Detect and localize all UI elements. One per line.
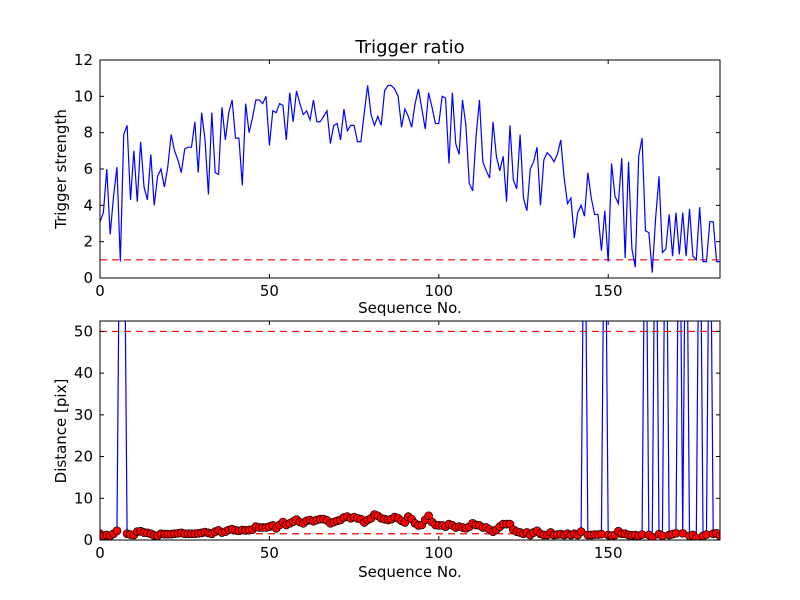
y-tick-label: 10 (74, 87, 93, 105)
chart-title: Trigger ratio (354, 37, 464, 58)
plot-clip-group (100, 84, 720, 273)
plot-clip-group (100, 321, 720, 540)
y-tick-label: 30 (74, 406, 93, 424)
trigger-strength-line (100, 84, 720, 273)
x-tick-label: 150 (594, 544, 623, 562)
y-tick-label: 20 (74, 448, 93, 466)
bottom-x-axis-label: Sequence No. (358, 563, 462, 581)
distance-plot-area: 0 50 100 150 0 10 20 30 40 50 (74, 320, 721, 562)
y-tick-label: 10 (74, 489, 93, 507)
x-tick-label: 150 (594, 282, 623, 300)
top-y-axis-label: Trigger strength (52, 109, 70, 230)
x-tick-label: 50 (260, 544, 279, 562)
x-tick-label: 50 (260, 282, 279, 300)
trigger-ratio-panel: Trigger ratio 0 50 100 150 0 2 4 6 8 10 12 Sequenc… (52, 37, 721, 317)
x-tick-label: 100 (424, 544, 453, 562)
bottom-y-axis-label: Distance [pix] (52, 379, 70, 484)
distance-point (112, 526, 122, 536)
distance-point (647, 533, 657, 540)
y-tick-label: 50 (74, 322, 93, 340)
y-tick-label: 12 (74, 51, 93, 69)
distance-point (715, 531, 720, 540)
y-tick-label: 4 (83, 196, 93, 214)
y-tick-label: 40 (74, 364, 93, 382)
x-tick-label: 0 (95, 544, 105, 562)
distance-panel: 0 50 100 150 0 10 20 30 40 50 Sequence No. Distan… (52, 320, 721, 581)
x-tick-label: 0 (95, 282, 105, 300)
top-x-axis-label: Sequence No. (358, 299, 462, 317)
axes-frame (99, 320, 721, 541)
y-tick-label: 8 (83, 124, 93, 142)
trigger-plot-area: 0 50 100 150 0 2 4 6 8 10 12 (74, 51, 721, 300)
y-tick-label: 0 (83, 269, 93, 287)
y-tick-label: 0 (83, 531, 93, 549)
y-tick-label: 2 (83, 233, 93, 251)
y-tick-label: 6 (83, 160, 93, 178)
x-tick-label: 100 (424, 282, 453, 300)
